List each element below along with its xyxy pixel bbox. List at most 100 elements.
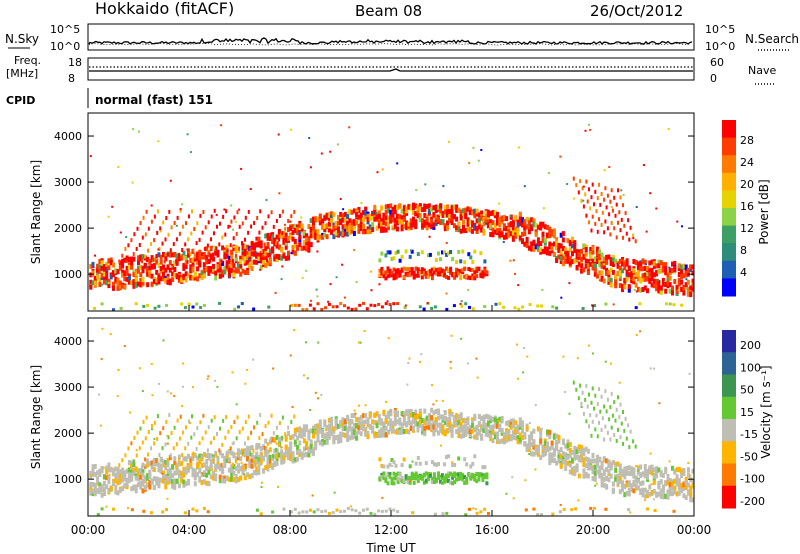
echo-cell — [449, 480, 453, 485]
echo-cell — [521, 420, 524, 426]
echo-cell — [668, 302, 672, 306]
echo-cell — [268, 463, 272, 468]
echo-cell — [186, 462, 189, 467]
echo-cell — [188, 214, 190, 219]
echo-cell — [430, 422, 434, 428]
echo-cell — [602, 278, 606, 284]
echo-cell — [610, 221, 613, 225]
echo-cell — [476, 376, 479, 379]
echo-cell — [635, 334, 638, 336]
echo-cell — [291, 249, 295, 255]
colorbar-tick-label: 16 — [740, 200, 754, 213]
echo-cell — [112, 281, 115, 287]
echo-cell — [202, 268, 206, 274]
echo-cell — [516, 424, 520, 430]
echo-cell — [389, 214, 393, 220]
echo-cell — [573, 197, 576, 200]
freq-tick-bottom: 8 — [68, 72, 75, 85]
echo-cell — [486, 421, 490, 427]
echo-cell — [371, 227, 375, 233]
echo-cell — [557, 438, 561, 444]
echo-cell — [96, 470, 100, 476]
echo-cell — [527, 245, 531, 251]
echo-cell — [451, 473, 455, 477]
echo-cell — [614, 277, 618, 283]
echo-cell — [527, 437, 531, 443]
echo-cell — [615, 438, 618, 443]
echo-cell — [159, 467, 163, 473]
echo-cell — [505, 492, 508, 495]
echo-cell — [373, 419, 377, 425]
echo-cell — [161, 510, 165, 514]
echo-cell — [333, 491, 336, 494]
echo-cell — [232, 477, 236, 483]
echo-cell — [414, 409, 418, 415]
echo-cell — [473, 474, 477, 478]
echo-cell — [641, 480, 645, 486]
echo-cell — [291, 453, 295, 459]
echo-cell — [381, 496, 384, 499]
echo-cell — [546, 250, 549, 256]
echo-cell — [502, 223, 506, 229]
echo-cell — [618, 283, 622, 288]
echo-cell — [587, 344, 590, 347]
echo-cell — [272, 246, 275, 251]
echo-cell — [180, 277, 184, 283]
echo-cell — [468, 227, 472, 232]
echo-cell — [661, 484, 665, 490]
echo-cell — [460, 304, 464, 308]
echo-cell — [432, 420, 436, 426]
echo-cell — [586, 465, 590, 471]
echo-cell — [130, 460, 134, 466]
echo-cell — [132, 467, 136, 473]
echo-cell — [255, 443, 258, 447]
echo-cell — [539, 247, 543, 253]
echo-cell — [98, 268, 102, 274]
echo-cell — [171, 479, 175, 485]
echo-cell — [634, 260, 638, 266]
echo-cell — [443, 209, 447, 215]
echo-cell — [623, 223, 626, 228]
echo-cell — [665, 302, 668, 306]
echo-cell — [350, 426, 354, 432]
echo-cell — [218, 478, 222, 484]
echo-cell — [155, 256, 159, 262]
echo-cell — [369, 226, 372, 229]
echo-cell — [214, 379, 217, 382]
echo-cell — [464, 513, 468, 517]
echo-cell — [600, 465, 604, 471]
echo-cell — [264, 424, 267, 429]
echo-cell — [262, 456, 265, 461]
echo-cell — [402, 457, 406, 462]
echo-cell — [173, 480, 177, 486]
echo-cell — [687, 462, 690, 464]
echo-cell — [525, 216, 529, 222]
echo-cell — [664, 469, 668, 474]
echo-cell — [89, 284, 93, 290]
echo-cell — [134, 277, 138, 283]
echo-cell — [432, 475, 436, 480]
echo-cell — [617, 188, 619, 193]
echo-cell — [641, 273, 645, 279]
echo-cell — [604, 186, 607, 191]
echo-cell — [388, 271, 392, 276]
echo-cell — [163, 259, 166, 264]
echo-cell — [350, 219, 354, 225]
echo-cell — [598, 420, 600, 425]
echo-cell — [543, 247, 547, 253]
echo-cell — [293, 228, 297, 233]
echo-cell — [664, 288, 668, 294]
colorbar-swatch — [722, 137, 736, 156]
echo-cell — [246, 449, 250, 455]
echo-cell — [341, 426, 345, 432]
echo-cell — [664, 262, 668, 268]
echo-cell — [446, 212, 449, 218]
nsky-frame — [87, 23, 695, 51]
echo-cell — [445, 307, 449, 311]
echo-cell — [239, 475, 243, 481]
echo-cell — [249, 452, 252, 457]
echo-cell — [221, 469, 225, 474]
echo-cell — [577, 254, 581, 260]
echo-cell — [475, 208, 479, 214]
echo-cell — [447, 268, 451, 273]
